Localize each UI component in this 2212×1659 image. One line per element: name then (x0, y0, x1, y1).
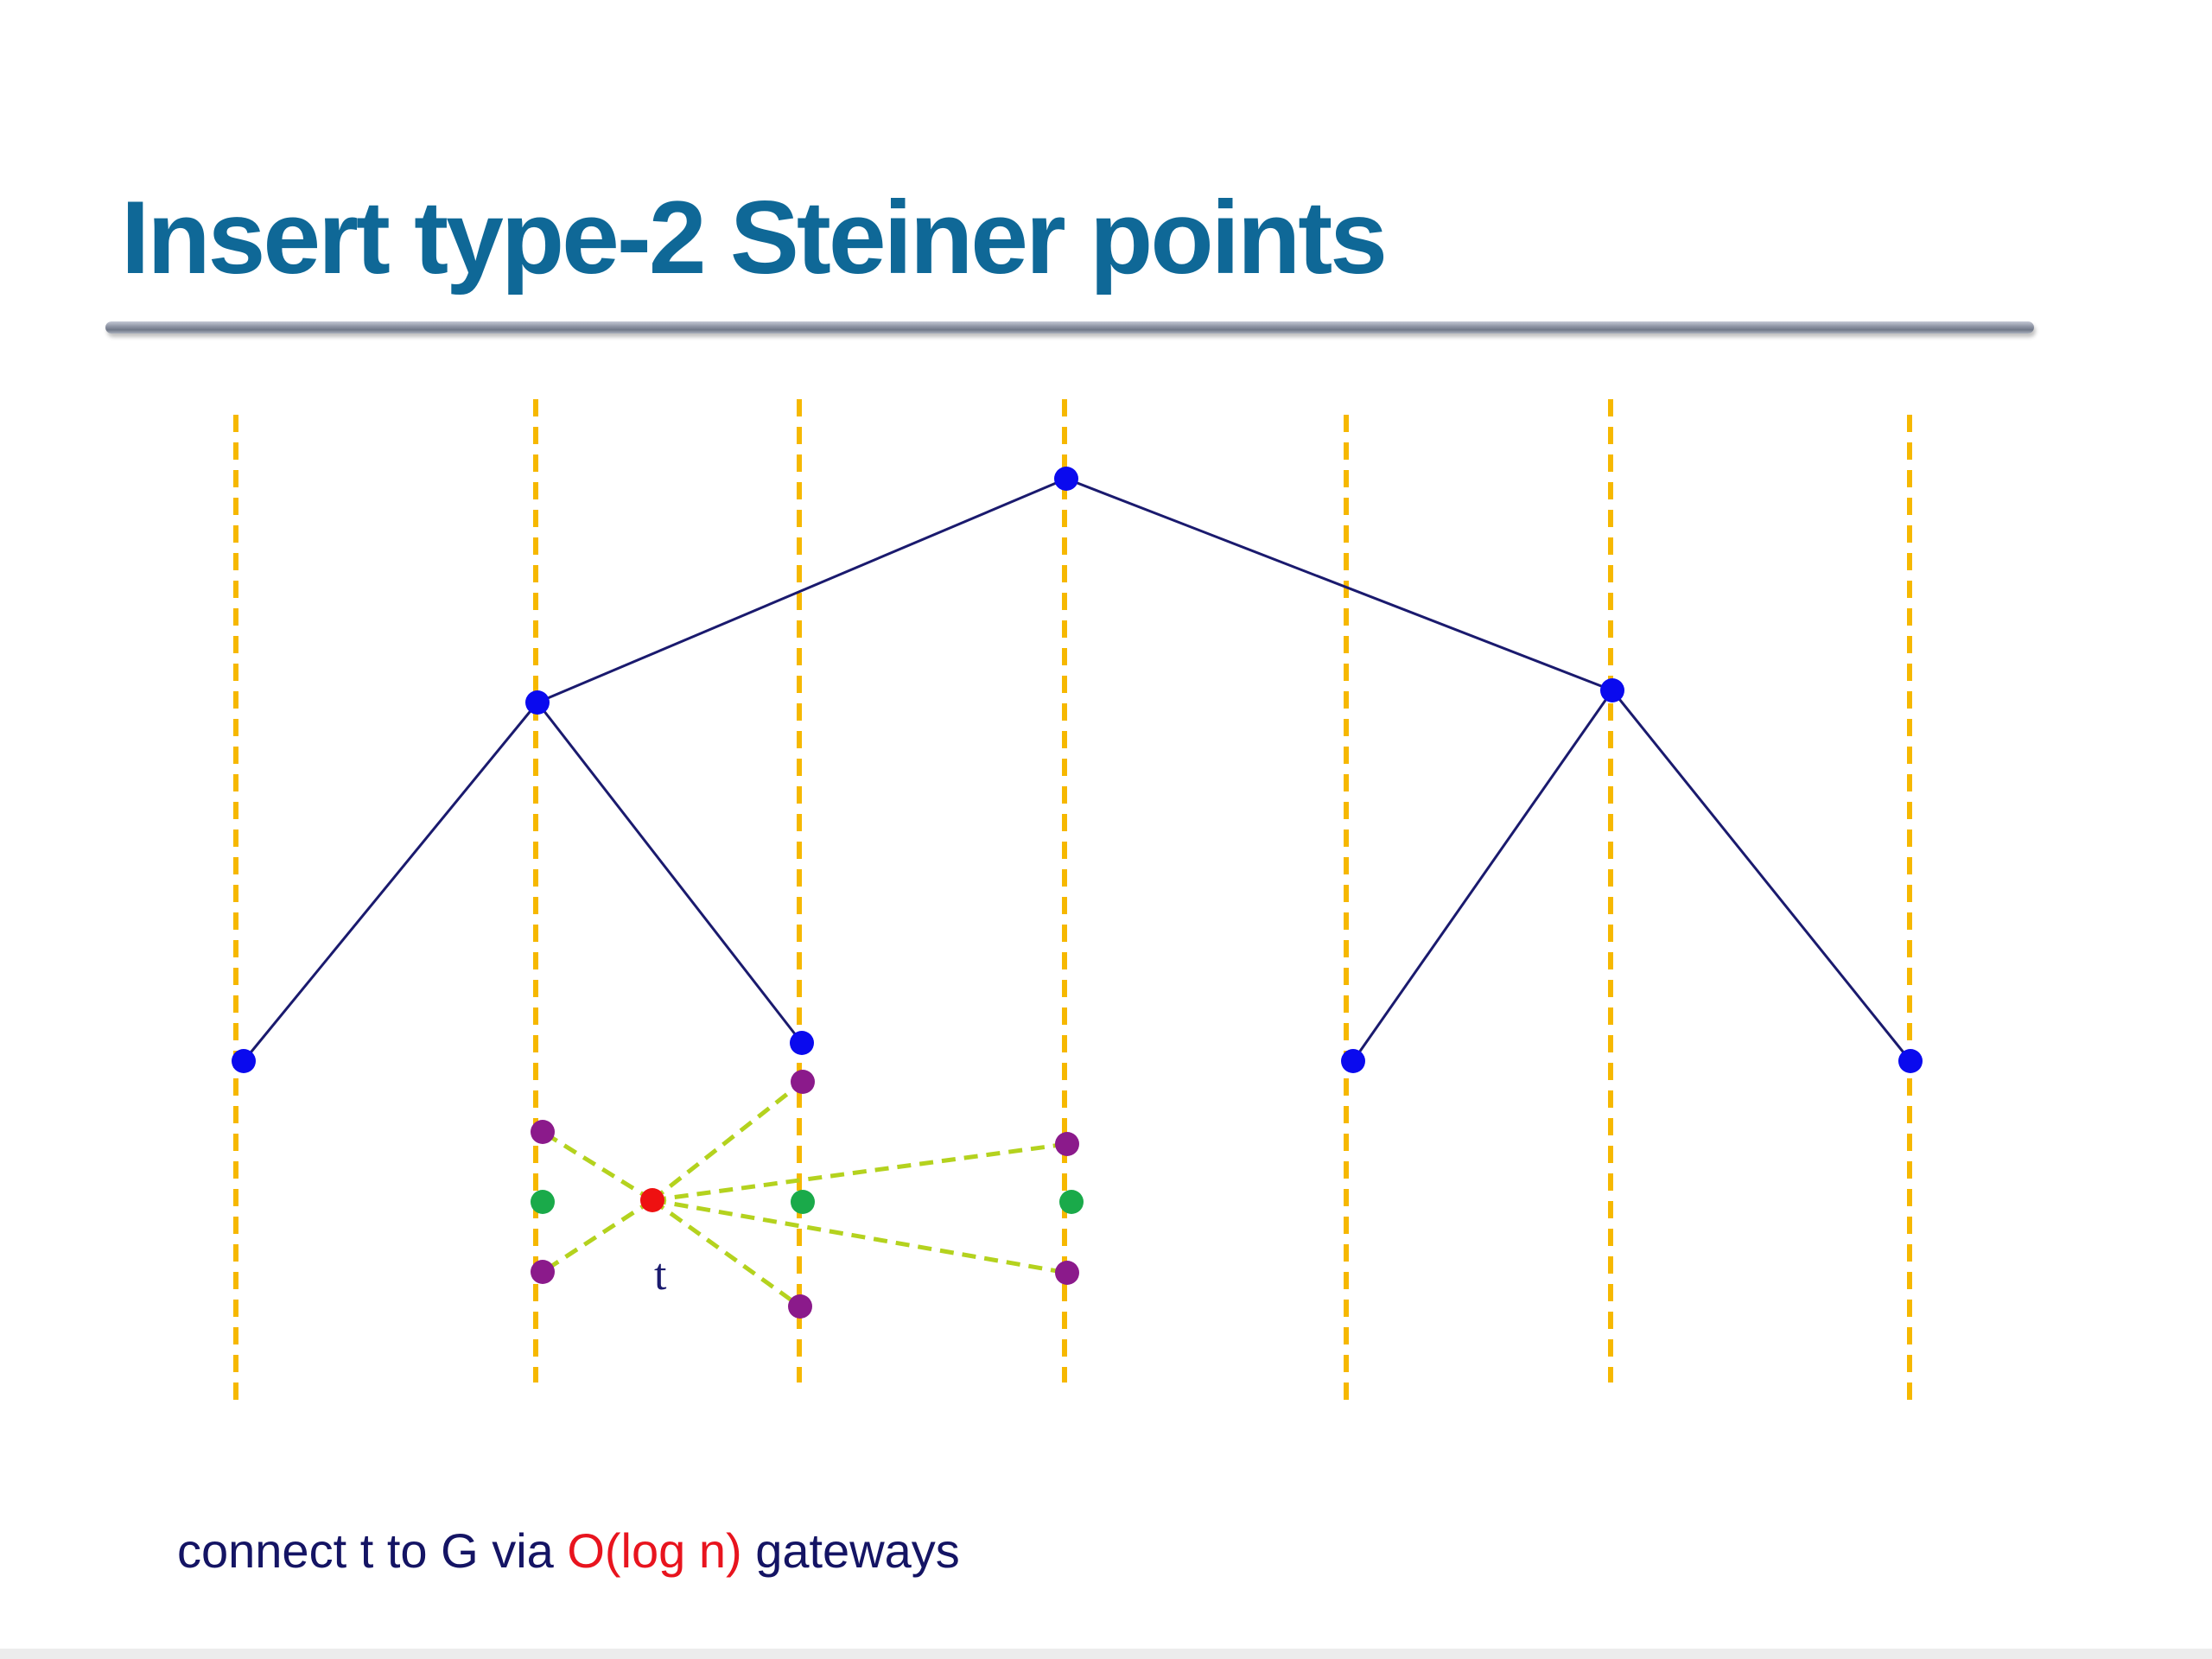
projection-points (531, 1190, 1084, 1214)
slide-title: Insert type-2 Steiner points (121, 180, 1388, 296)
steiner-point (1055, 1132, 1079, 1156)
tree-node (525, 690, 550, 715)
guide-lines (233, 399, 1912, 1402)
bottom-strip (0, 1649, 2212, 1659)
tree-node (1898, 1049, 1923, 1073)
tree-edges (242, 477, 1912, 1062)
gateway-edge (651, 1080, 804, 1202)
steiner-point (788, 1294, 812, 1319)
tree-edge (1611, 690, 1912, 1062)
steiner-points (531, 1070, 1079, 1319)
gateway-edge (652, 1198, 1068, 1275)
tree-edge (536, 702, 804, 1044)
tree-node (1341, 1049, 1365, 1073)
tree-node (1054, 467, 1078, 491)
tree-node (232, 1049, 256, 1073)
projection-point (791, 1190, 815, 1214)
projection-point (1059, 1190, 1084, 1214)
tree-edge (242, 702, 539, 1062)
gateway-edge (651, 1198, 802, 1309)
steiner-point (791, 1070, 815, 1094)
gateway-edge (652, 1141, 1068, 1203)
caption-highlight: O(log n) (567, 1523, 742, 1578)
steiner-point (1055, 1261, 1079, 1285)
tree-nodes (232, 467, 1923, 1073)
query-point-t (640, 1188, 664, 1212)
steiner-point (531, 1120, 555, 1144)
gateway-edge (541, 1198, 654, 1274)
gateway-edge (541, 1129, 654, 1203)
caption-text: connect t to G via (177, 1523, 568, 1578)
tree-node (790, 1031, 814, 1055)
point-label-t: t (654, 1250, 667, 1300)
tree-edge (1065, 477, 1613, 692)
tree-edge (1351, 690, 1614, 1062)
title-divider (105, 321, 2034, 334)
caption-text-end: gateways (741, 1523, 960, 1578)
steiner-point (531, 1260, 555, 1284)
gateway-edges (541, 1080, 1068, 1309)
projection-point (531, 1190, 555, 1214)
caption: connect t to G via O(log n) gateways (177, 1522, 960, 1579)
tree-edge (537, 477, 1067, 704)
tree-node (1600, 678, 1624, 702)
